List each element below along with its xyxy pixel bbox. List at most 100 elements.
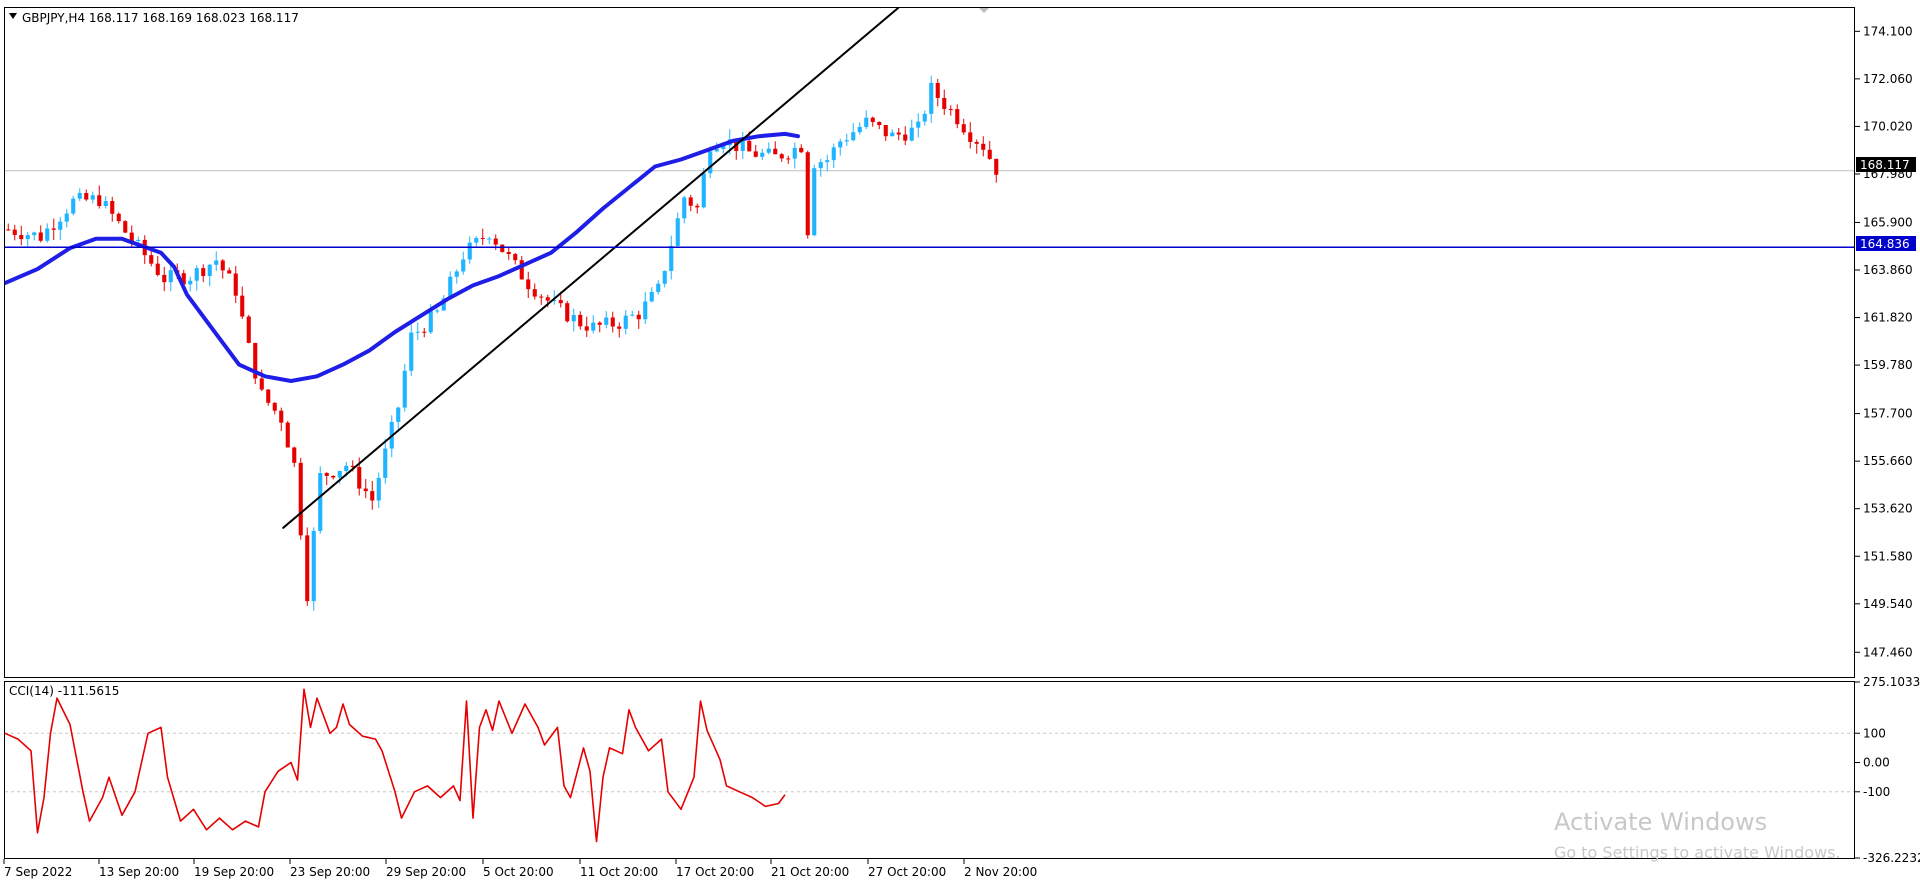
candle-body — [90, 195, 95, 200]
candle-body — [370, 491, 375, 501]
candle-body — [227, 270, 232, 274]
candle-body — [103, 201, 108, 207]
trendline[interactable] — [282, 8, 900, 529]
candle-body — [363, 488, 368, 492]
price-tick-label: 153.620 — [1863, 502, 1913, 516]
candle-body — [402, 370, 407, 408]
scroll-marker-icon[interactable] — [979, 8, 989, 13]
candle-body — [740, 140, 745, 151]
candle-body — [831, 147, 836, 161]
candle-body — [649, 291, 654, 302]
price-tick-label: 174.100 — [1863, 24, 1913, 38]
candle-body — [552, 300, 557, 302]
cci-plot — [5, 688, 1854, 843]
price-tick-label: 155.660 — [1863, 454, 1913, 468]
candle-body — [974, 141, 979, 144]
candle-body — [526, 279, 531, 290]
candle-body — [812, 168, 817, 236]
candle-body — [396, 407, 401, 422]
candle-body — [942, 97, 947, 109]
price-tick-label: 165.900 — [1863, 215, 1913, 229]
candle-body — [38, 232, 43, 241]
price-tick-label: 147.460 — [1863, 645, 1913, 659]
candle-body — [25, 235, 30, 240]
time-tick-label: 2 Nov 20:00 — [964, 865, 1037, 879]
candle-body — [487, 238, 492, 240]
candle-body — [773, 148, 778, 155]
candle-body — [578, 314, 583, 327]
candle-body — [539, 296, 544, 298]
time-tick-label: 13 Sep 20:00 — [99, 865, 179, 879]
candle-body — [636, 314, 641, 320]
time-tick-label: 17 Oct 20:00 — [676, 865, 754, 879]
cci-tick-label: 100 — [1863, 726, 1886, 740]
candle-body — [448, 276, 453, 299]
candle-body — [415, 331, 420, 333]
price-tick-label: 172.060 — [1863, 72, 1913, 86]
candle-body — [467, 242, 472, 260]
candle-body — [571, 314, 576, 322]
cci-tick-label: 275.1033 — [1863, 675, 1920, 689]
candle-body — [695, 205, 700, 208]
candle-body — [955, 109, 960, 125]
candle-body — [292, 447, 297, 463]
candle-body — [84, 192, 89, 200]
candle-body — [994, 158, 999, 175]
candle-body — [279, 410, 284, 423]
dropdown-triangle-icon[interactable] — [9, 13, 17, 19]
candle-body — [500, 244, 505, 253]
candle-body — [909, 127, 914, 141]
cci-line[interactable] — [5, 688, 786, 843]
candle-body — [162, 274, 167, 283]
price-tick-label: 157.700 — [1863, 407, 1913, 421]
candle-body — [857, 126, 862, 133]
ma-line[interactable] — [5, 131, 800, 383]
cci-tick-label: 0.00 — [1863, 756, 1890, 770]
candle-body — [201, 268, 206, 276]
candle-body — [604, 317, 609, 325]
price-plot — [5, 8, 1854, 611]
candle-body — [584, 326, 589, 331]
candle-body — [461, 259, 466, 272]
candle-body — [610, 317, 615, 327]
candle-body — [682, 197, 687, 219]
candle-body — [344, 465, 349, 471]
candle-body — [591, 322, 596, 331]
indicator-panel-frame — [4, 681, 1855, 859]
candle-body — [71, 198, 76, 214]
candle-body — [721, 145, 726, 149]
candle-body — [864, 117, 869, 127]
price-tick-label: 163.860 — [1863, 263, 1913, 277]
time-tick-label: 27 Oct 20:00 — [868, 865, 946, 879]
candle-body — [188, 280, 193, 285]
candle-body — [6, 229, 11, 231]
axes: 174.100172.060170.020167.980165.900163.8… — [3, 24, 1920, 879]
candle-body — [597, 322, 602, 325]
candle-body — [675, 218, 680, 246]
candle-body — [318, 472, 323, 531]
candle-body — [922, 113, 927, 122]
candle-body — [454, 271, 459, 277]
candle-body — [766, 148, 771, 153]
candle-body — [259, 378, 264, 390]
candle-body — [207, 264, 212, 276]
candle-body — [110, 201, 115, 214]
candle-body — [851, 132, 856, 141]
candle-body — [58, 221, 63, 230]
time-tick-label: 11 Oct 20:00 — [580, 865, 658, 879]
candle-body — [350, 465, 355, 467]
symbol-info-text: GBPJPY,H4 168.117 168.169 168.023 168.11… — [22, 11, 299, 25]
price-tick-label: 170.020 — [1863, 119, 1913, 133]
main-panel-frame — [4, 7, 1855, 678]
candle-body — [688, 197, 693, 206]
candle-body — [123, 221, 128, 233]
candle-body — [324, 472, 329, 476]
symbol-header[interactable]: GBPJPY,H4 168.117 168.169 168.023 168.11… — [9, 11, 299, 25]
candle-body — [662, 270, 667, 284]
candle-body — [357, 466, 362, 489]
candle-body — [168, 270, 173, 283]
candle-body — [155, 263, 160, 275]
candle-body — [968, 132, 973, 142]
candle-body — [64, 213, 69, 222]
price-tick-label: 161.820 — [1863, 311, 1913, 325]
